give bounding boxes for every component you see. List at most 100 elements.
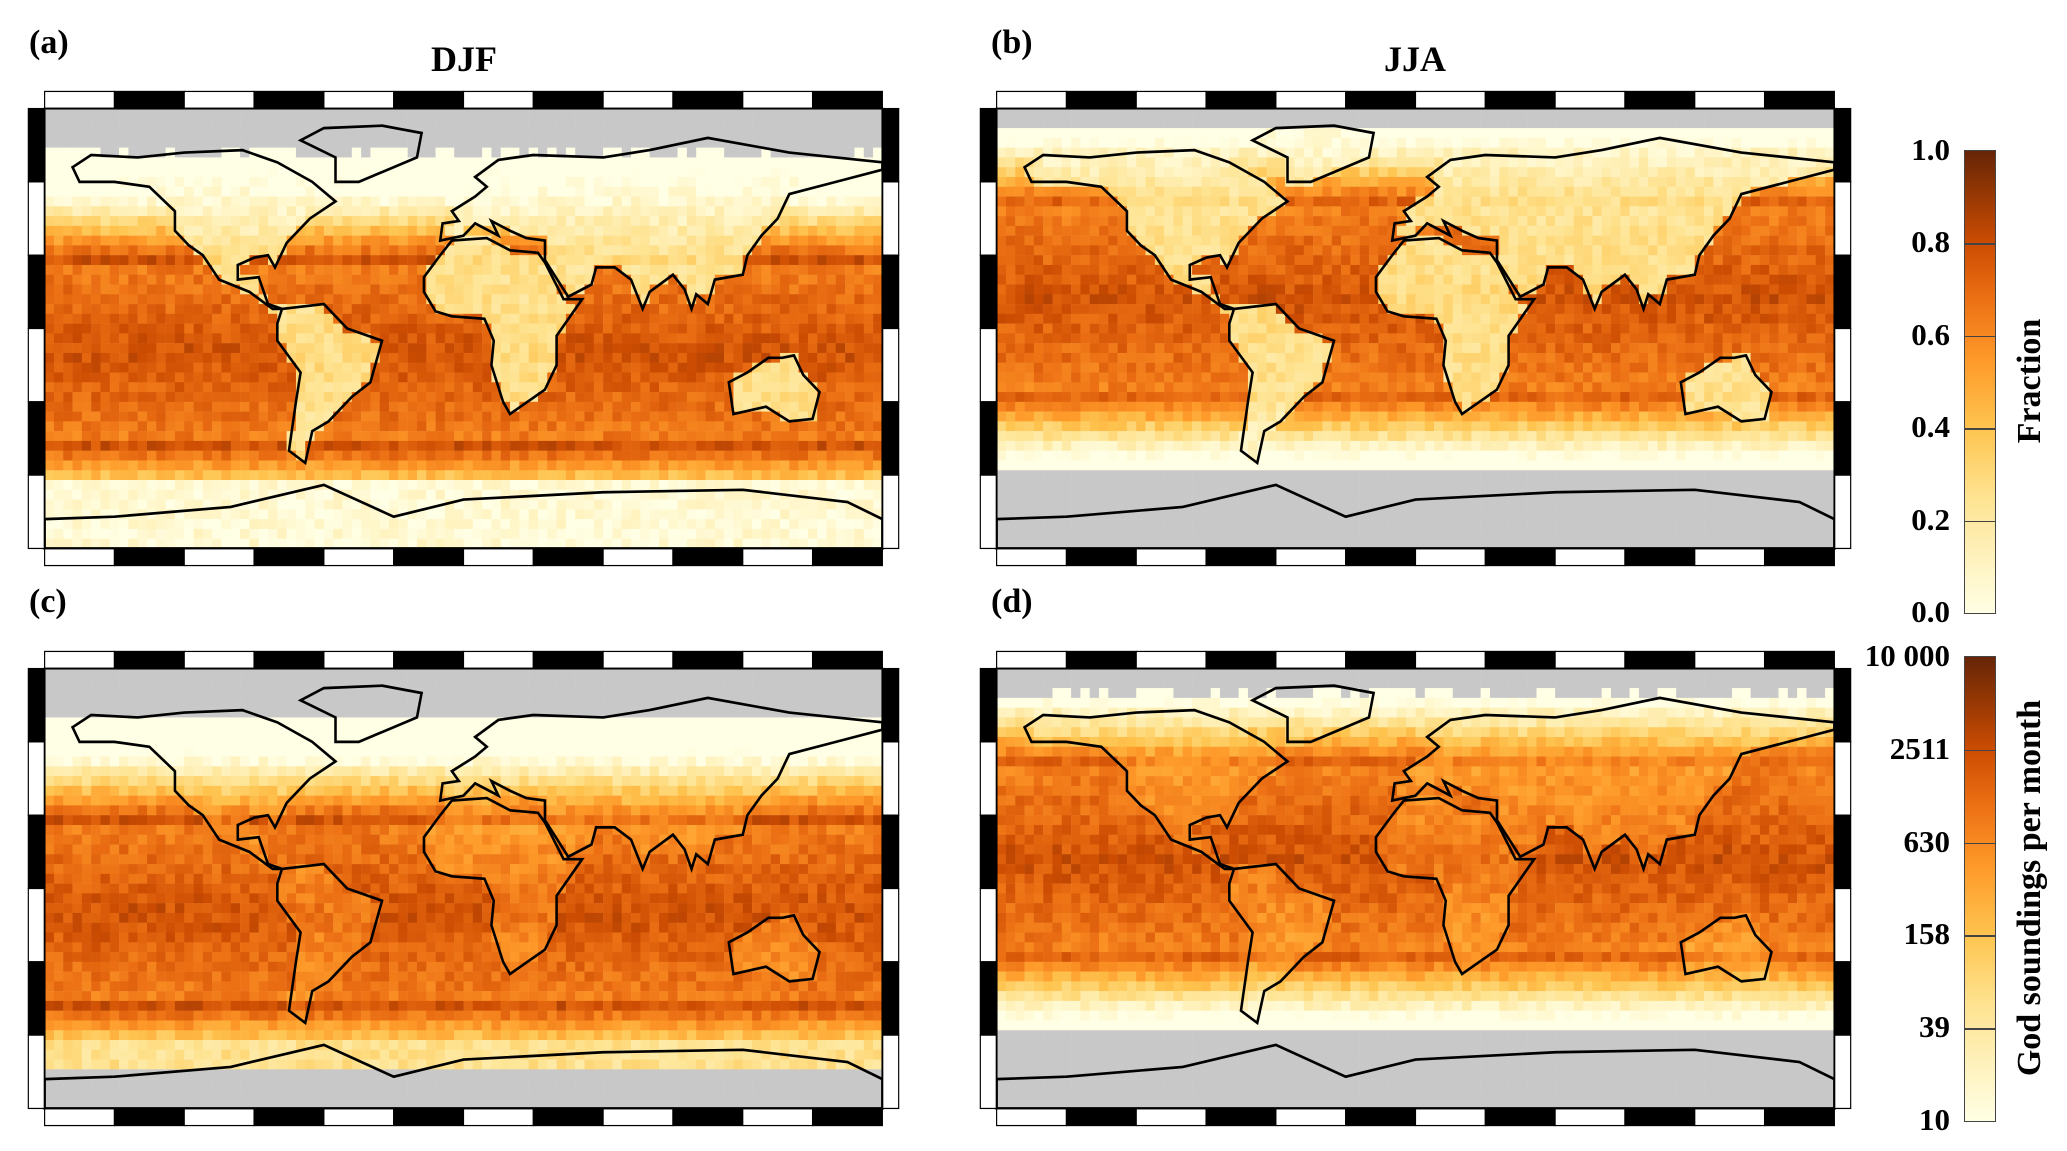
map-cell: [528, 480, 539, 491]
map-cell: [863, 157, 874, 168]
map-cell: [705, 206, 716, 217]
map-cell: [286, 362, 297, 373]
map-cell: [435, 216, 446, 227]
map-cell: [370, 460, 380, 471]
map-cell: [389, 245, 399, 256]
map-cell: [1089, 128, 1100, 139]
map-cell: [370, 382, 380, 393]
map-cell: [631, 362, 641, 373]
map-cell: [435, 147, 446, 158]
map-cell: [109, 186, 120, 197]
map-cell: [249, 176, 259, 187]
map-cell: [854, 206, 864, 217]
map-cell: [696, 352, 706, 363]
map-cell: [463, 411, 474, 422]
map-cell: [668, 411, 678, 422]
map-cell: [779, 392, 790, 403]
map-cell: [835, 489, 846, 500]
map-cell: [845, 186, 855, 197]
map-cell: [714, 450, 725, 461]
map-cell: [686, 343, 697, 354]
map-cell: [510, 392, 520, 403]
map-cell: [444, 421, 455, 432]
map-cell: [128, 323, 138, 334]
map-cell: [463, 274, 474, 285]
map-cell: [696, 538, 706, 549]
map-cell: [1350, 137, 1360, 148]
map-cell: [63, 372, 73, 383]
map-cell: [1825, 108, 1835, 119]
map-cell: [733, 450, 743, 461]
map-cell: [333, 323, 343, 334]
map-cell: [435, 118, 446, 129]
map-cell: [193, 313, 204, 324]
map-cell: [53, 186, 64, 197]
map-cell: [1201, 147, 1211, 158]
map-cell: [277, 538, 287, 549]
map-cell: [742, 264, 753, 275]
map-cell: [547, 352, 557, 363]
map-cell: [230, 225, 241, 236]
map-cell: [305, 264, 315, 275]
map-cell: [100, 313, 111, 324]
map-cell: [668, 157, 678, 168]
map-cell: [658, 480, 669, 491]
map-cell: [603, 362, 613, 373]
map-cell: [1052, 157, 1063, 168]
map-cell: [454, 440, 464, 451]
map-cell: [752, 352, 762, 363]
map-cell: [593, 362, 604, 373]
map-cell: [575, 118, 585, 129]
map-cell: [268, 147, 278, 158]
map-cell: [603, 450, 613, 461]
map-cell: [1731, 157, 1742, 168]
map-cell: [91, 509, 101, 520]
map-cell: [1173, 137, 1184, 148]
map-cell: [81, 352, 92, 363]
map-cell: [519, 167, 529, 178]
map-cell: [147, 176, 157, 187]
map-cell: [761, 196, 771, 207]
map-cell: [91, 196, 101, 207]
map-cell: [593, 176, 604, 187]
map-cell: [1471, 167, 1481, 178]
map-cell: [1080, 157, 1090, 168]
map-cell: [1285, 128, 1295, 139]
map-cell: [705, 137, 716, 148]
map-cell: [463, 294, 474, 305]
map-cell: [547, 196, 557, 207]
map-cell: [249, 489, 259, 500]
map-cell: [779, 245, 790, 256]
map-cell: [295, 411, 306, 422]
map-cell: [1825, 118, 1835, 129]
map-cell: [351, 382, 362, 393]
map-cell: [631, 176, 641, 187]
map-cell: [174, 294, 185, 305]
map-cell: [314, 372, 325, 383]
map-cell: [996, 137, 1007, 148]
map-cell: [873, 421, 883, 432]
map-cell: [593, 157, 604, 168]
map-cell: [342, 519, 353, 530]
map-cell: [547, 255, 557, 266]
map-cell: [845, 313, 855, 324]
map-cell: [1136, 137, 1146, 148]
map-cell: [779, 411, 790, 422]
map-cell: [1676, 147, 1686, 158]
map-cell: [147, 323, 157, 334]
map-cell: [1564, 108, 1574, 119]
map-cell: [156, 284, 166, 295]
map-cell: [1136, 167, 1146, 178]
map-cell: [826, 255, 837, 266]
map-cell: [658, 470, 669, 481]
map-cell: [1825, 128, 1835, 139]
map-cell: [724, 460, 734, 471]
map-cell: [268, 382, 278, 393]
map-cell: [91, 274, 101, 285]
map-cell: [379, 176, 390, 187]
map-cell: [174, 235, 185, 246]
map-cell: [649, 137, 660, 148]
map-cell: [798, 450, 809, 461]
map-cell: [351, 499, 362, 510]
map-cell: [1424, 167, 1435, 178]
